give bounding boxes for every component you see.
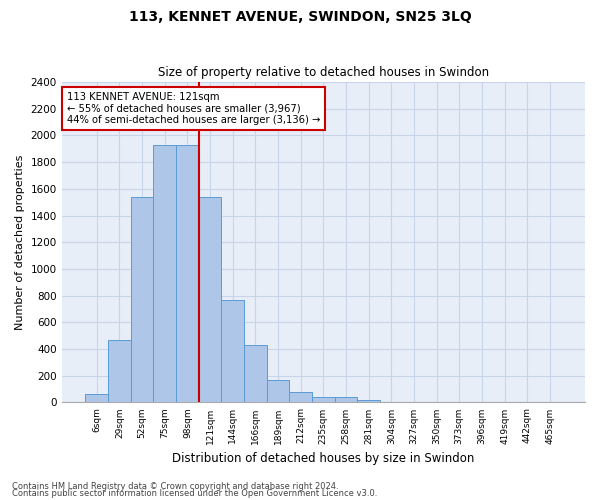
Bar [312,397,335,402]
Bar [358,400,380,402]
Text: Contains HM Land Registry data © Crown copyright and database right 2024.: Contains HM Land Registry data © Crown c… [12,482,338,491]
Text: Contains public sector information licensed under the Open Government Licence v3: Contains public sector information licen… [12,490,377,498]
Bar [244,345,266,403]
Bar [108,340,131,402]
Bar [289,392,312,402]
Bar [266,380,289,402]
Bar [85,394,108,402]
Bar [176,145,199,403]
Bar [221,300,244,403]
Text: 113 KENNET AVENUE: 121sqm
← 55% of detached houses are smaller (3,967)
44% of se: 113 KENNET AVENUE: 121sqm ← 55% of detac… [67,92,320,125]
Bar [335,397,358,402]
Bar [131,197,154,402]
Bar [154,145,176,403]
Y-axis label: Number of detached properties: Number of detached properties [15,154,25,330]
Bar [199,197,221,402]
X-axis label: Distribution of detached houses by size in Swindon: Distribution of detached houses by size … [172,452,475,465]
Title: Size of property relative to detached houses in Swindon: Size of property relative to detached ho… [158,66,489,80]
Text: 113, KENNET AVENUE, SWINDON, SN25 3LQ: 113, KENNET AVENUE, SWINDON, SN25 3LQ [128,10,472,24]
